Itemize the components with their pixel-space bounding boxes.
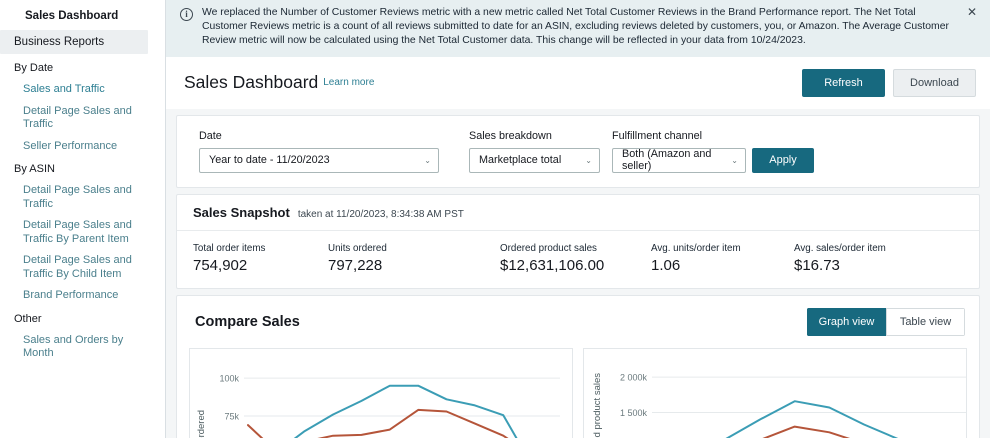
fulfillment-channel-select[interactable]: Both (Amazon and seller) ⌄ (612, 147, 746, 173)
sidebar-group-other: Other (14, 312, 42, 325)
sidebar-title: Sales Dashboard (25, 10, 119, 22)
info-banner-text: We replaced the Number of Customer Revie… (202, 7, 949, 47)
svg-text:1 500k: 1 500k (620, 408, 648, 418)
metric-value: 754,902 (193, 256, 248, 274)
metric-avg-units-per-order-item: Avg. units/order item 1.06 (651, 243, 794, 274)
svg-text:100k: 100k (219, 373, 239, 383)
sales-snapshot-timestamp: taken at 11/20/2023, 8:34:38 AM PST (297, 208, 464, 220)
refresh-button[interactable]: Refresh (802, 68, 885, 97)
metrics-row: Total order items 754,902 Units ordered … (177, 231, 979, 288)
chart-units-ordered-svg: 50k75k100kUnits ordered (196, 373, 560, 438)
metric-label: Units ordered (328, 242, 387, 254)
chevron-down-icon: ⌄ (731, 155, 738, 165)
compare-sales-card: Compare Sales Graph view Table view 50k7… (176, 294, 980, 438)
sidebar-item-sales-and-traffic[interactable]: Sales and Traffic (23, 83, 105, 95)
filters-row: Date Year to date - 11/20/2023 ⌄ Sales b… (177, 116, 979, 187)
sidebar-item-brand-performance[interactable]: Brand Performance (23, 289, 119, 301)
metric-ordered-product-sales: Ordered product sales $12,631,106.00 (500, 243, 651, 274)
metric-units-ordered: Units ordered 797,228 (328, 243, 500, 274)
compare-sales-header: Compare Sales Graph view Table view (177, 296, 979, 348)
fulfillment-channel-label: Fulfillment channel (612, 129, 703, 142)
sales-breakdown-select[interactable]: Marketplace total ⌄ (469, 147, 600, 173)
chevron-down-icon: ⌄ (424, 155, 431, 165)
main-content: i We replaced the Number of Customer Rev… (166, 0, 990, 438)
chevron-down-icon: ⌄ (585, 155, 592, 165)
sidebar-item-asin-detail-child-item[interactable]: Detail Page Sales and Traffic By Child I… (23, 254, 132, 280)
view-toggle: Graph view Table view (807, 307, 965, 336)
metric-value: 797,228 (328, 256, 383, 274)
metric-label: Ordered product sales (500, 242, 597, 254)
sales-snapshot-title: Sales Snapshot (193, 204, 290, 220)
learn-more-link[interactable]: Learn more (323, 77, 375, 89)
chart-units-ordered[interactable]: 50k75k100kUnits ordered (189, 347, 573, 438)
sales-breakdown-label: Sales breakdown (469, 129, 552, 142)
sidebar-item-business-reports[interactable]: Business Reports (0, 30, 148, 54)
tab-table-view[interactable]: Table view (886, 307, 965, 336)
svg-text:75k: 75k (224, 411, 239, 421)
metric-value: $16.73 (794, 256, 840, 274)
apply-button[interactable]: Apply (752, 147, 814, 173)
info-banner: i We replaced the Number of Customer Rev… (166, 0, 990, 57)
page-header: Sales Dashboard Learn more Refresh Downl… (166, 56, 990, 109)
date-select-value: Year to date - 11/20/2023 (209, 154, 330, 167)
sidebar-item-asin-detail-parent-item[interactable]: Detail Page Sales and Traffic By Parent … (23, 219, 132, 245)
fulfillment-channel-select-value: Both (Amazon and seller) (622, 148, 712, 173)
date-select[interactable]: Year to date - 11/20/2023 ⌄ (199, 147, 439, 173)
metric-value: $12,631,106.00 (500, 256, 605, 274)
tab-graph-view[interactable]: Graph view (807, 307, 886, 336)
sidebar-group-by-asin: By ASIN (14, 163, 55, 175)
metric-value: 1.06 (651, 256, 681, 274)
sales-breakdown-select-value: Marketplace total (479, 154, 562, 167)
sidebar-item-detail-page-sales-and-traffic[interactable]: Detail Page Sales and Traffic (23, 104, 132, 131)
date-field: Date Year to date - 11/20/2023 ⌄ (199, 130, 439, 173)
sidebar-group-by-date: By Date (14, 62, 54, 74)
sidebar-item-asin-detail-page-sales-and-traffic[interactable]: Detail Page Sales and Traffic (23, 184, 132, 210)
sidebar: Sales Dashboard Business Reports By Date… (0, 0, 166, 438)
filters-card: Date Year to date - 11/20/2023 ⌄ Sales b… (176, 114, 980, 188)
sidebar-item-sales-and-orders-by-month[interactable]: Sales and Orders by Month (23, 333, 124, 360)
svg-text:Ordered product sales: Ordered product sales (592, 372, 603, 438)
sales-snapshot-card: Sales Snapshot taken at 11/20/2023, 8:34… (176, 193, 980, 289)
sidebar-item-seller-performance[interactable]: Seller Performance (23, 139, 118, 152)
date-label: Date (199, 129, 222, 142)
metric-total-order-items: Total order items 754,902 (193, 243, 328, 274)
metric-label: Total order items (193, 242, 266, 254)
svg-text:Units ordered: Units ordered (196, 410, 207, 438)
page-title: Sales Dashboard (184, 72, 319, 93)
metric-label: Avg. sales/order item (794, 242, 886, 254)
metric-avg-sales-per-order-item: Avg. sales/order item $16.73 (794, 243, 896, 274)
sales-snapshot-header: Sales Snapshot taken at 11/20/2023, 8:34… (177, 195, 979, 231)
compare-sales-title: Compare Sales (195, 313, 300, 330)
metric-label: Avg. units/order item (651, 242, 741, 254)
close-icon[interactable]: ✕ (966, 5, 977, 19)
info-circle-icon: i (180, 8, 193, 21)
download-button[interactable]: Download (893, 68, 976, 97)
fulfillment-channel-field: Fulfillment channel Both (Amazon and sel… (612, 130, 746, 173)
svg-text:2 000k: 2 000k (620, 372, 648, 382)
sales-breakdown-field: Sales breakdown Marketplace total ⌄ (469, 130, 600, 173)
